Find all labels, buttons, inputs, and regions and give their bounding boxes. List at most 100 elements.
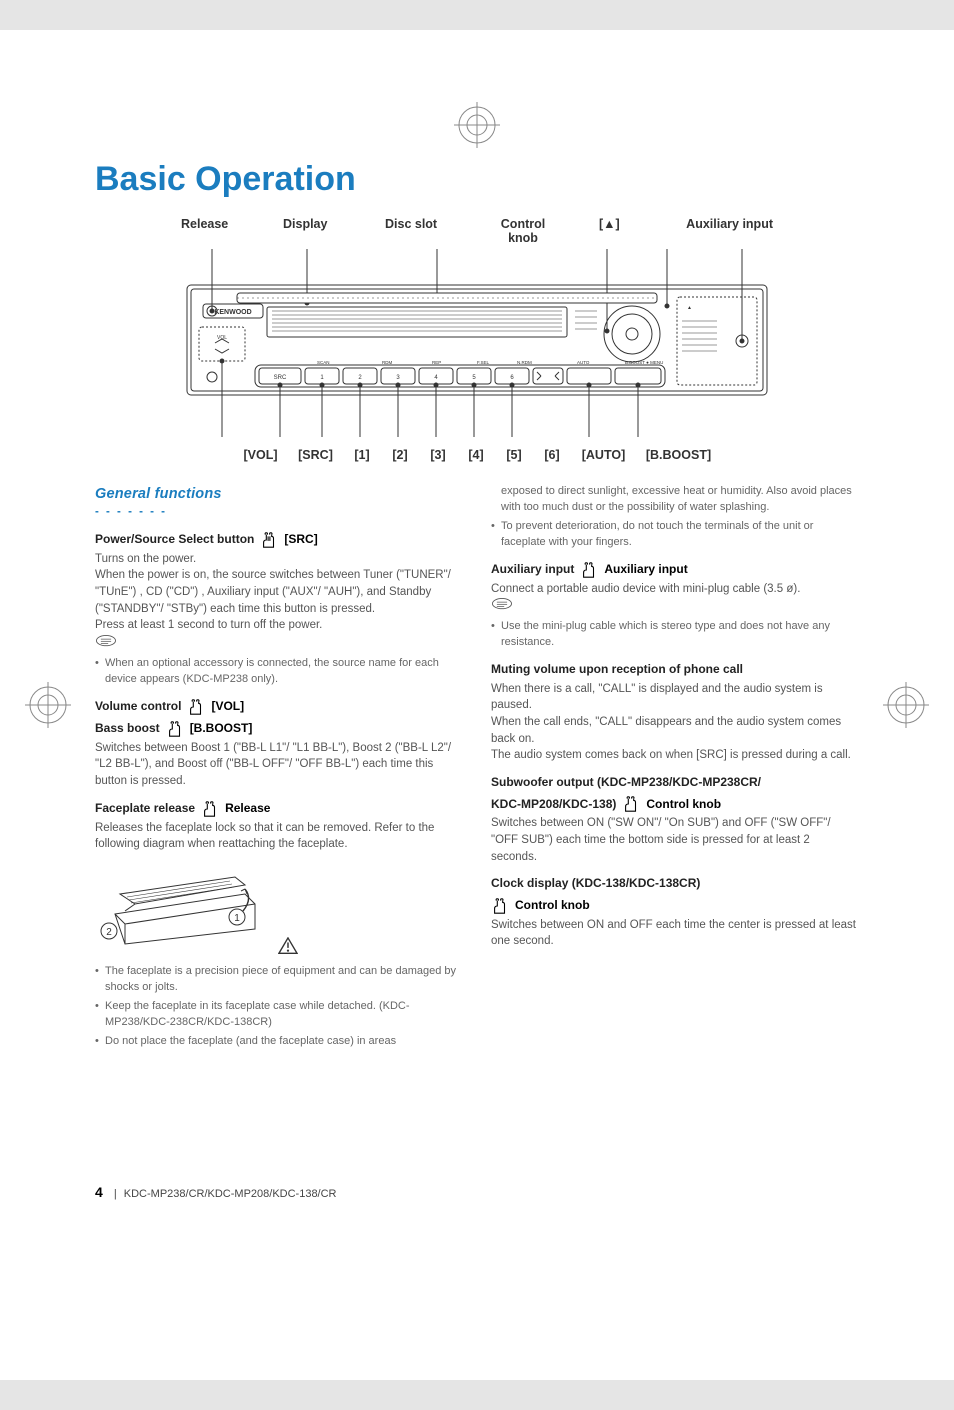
label-src: [SRC] [293,448,338,462]
svg-text:AUTO: AUTO [577,360,590,365]
note-item: The faceplate is a precision piece of eq… [95,964,463,996]
clock-body: Switches between ON and OFF each time th… [491,917,859,950]
power-line2: When the power is on, the source switche… [95,567,463,617]
section-underline: - - - - - - - [95,504,463,521]
sub-body: Switches between ON ("SW ON"/ "On SUB") … [491,815,859,865]
faceplate-heading: Faceplate release [95,800,195,817]
label-release: Release [177,217,237,245]
svg-text:SRC: SRC [274,375,287,381]
svg-text:RDM: RDM [382,360,392,365]
clock-heading: Clock display (KDC-138/KDC-138CR) [491,875,859,892]
warning-triangle-icon [278,937,298,955]
func-aux: Auxiliary input Auxiliary input Connect … [491,561,859,651]
label-2: [2] [386,448,414,462]
hand-press-icon [260,531,278,549]
aux-notes: Use the mini-plug cable which is stereo … [491,619,859,651]
svg-text:2: 2 [358,375,362,381]
note-item: Keep the faceplate in its faceplate case… [95,999,463,1031]
power-line3: Press at least 1 second to turn off the … [95,617,463,634]
faceplate-diagram: 1 2 [95,859,275,949]
aux-body: Connect a portable audio device with min… [491,581,859,598]
note-item: To prevent deterioration, do not touch t… [491,519,859,551]
crop-mark-icon [454,102,500,148]
hand-press-icon [201,800,219,818]
faceplate-ctl: Release [225,800,270,817]
label-6: [6] [538,448,566,462]
label-3: [3] [424,448,452,462]
radio-diagram: Release Display Disc slot Control knob [… [95,217,859,462]
func-bass: Bass boost [B.BOOST] Switches between Bo… [95,720,463,790]
func-faceplate: Faceplate release Release Releases the f… [95,800,463,1050]
svg-text:N.RDM: N.RDM [517,360,532,365]
note-item: When an optional accessory is connected,… [95,656,463,688]
warn-cont-list: To prevent deterioration, do not touch t… [491,519,859,551]
label-auto: [AUTO] [576,448,631,462]
right-column: exposed to direct sunlight, excessive he… [491,484,859,1050]
bass-body: Switches between Boost 1 ("BB-L L1"/ "L1… [95,740,463,790]
label-display: Display [279,217,339,245]
hand-press-icon [166,720,184,738]
svg-text:▲: ▲ [687,305,692,311]
page-footer: 4 | KDC-MP238/CR/KDC-MP208/KDC-138/CR [95,1184,337,1200]
section-general: General functions [95,484,463,505]
label-aux-input: Auxiliary input [667,217,777,245]
label-vol: [VOL] [238,448,283,462]
page-number: 4 [95,1184,103,1200]
power-line1: Turns on the power. [95,551,463,568]
hand-press-icon [580,561,598,579]
svg-text:REP: REP [432,360,441,365]
power-heading: Power/Source Select button [95,531,254,548]
bass-ctl: [B.BOOST] [190,720,253,737]
svg-text:SCAN: SCAN [317,360,330,365]
page: Basic Operation Release Display Disc slo… [0,30,954,1380]
label-5: [5] [500,448,528,462]
aux-heading: Auxiliary input [491,561,574,578]
func-power: Power/Source Select button [SRC] Turns o… [95,531,463,688]
label-4: [4] [462,448,490,462]
note-item: Do not place the faceplate (and the face… [95,1034,463,1050]
svg-text:6: 6 [510,375,514,381]
power-notes: When an optional accessory is connected,… [95,656,463,688]
sub-heading1: Subwoofer output (KDC-MP238/KDC-MP238CR/ [491,774,859,791]
sub-ctl: Control knob [646,796,721,813]
func-clock: Clock display (KDC-138/KDC-138CR) Contro… [491,875,859,950]
clock-ctl: Control knob [515,897,590,914]
power-ctl: [SRC] [284,531,317,548]
svg-text:1: 1 [234,913,240,924]
svg-text:3: 3 [396,375,400,381]
func-muting: Muting volume upon reception of phone ca… [491,661,859,764]
func-subwoofer: Subwoofer output (KDC-MP238/KDC-MP238CR/… [491,774,859,865]
svg-text:KENWOOD: KENWOOD [214,309,251,316]
footer-models: KDC-MP238/CR/KDC-MP208/KDC-138/CR [124,1188,337,1200]
crop-mark-icon [25,682,71,728]
svg-text:F.SEL: F.SEL [477,360,490,365]
hand-press-icon [491,897,509,915]
warn-cont-1: exposed to direct sunlight, excessive he… [491,484,859,516]
note-item: Use the mini-plug cable which is stereo … [491,619,859,651]
muting-line2: When the call ends, "CALL" disappears an… [491,714,859,747]
crop-mark-icon [883,682,929,728]
left-column: General functions - - - - - - - Power/So… [95,484,463,1050]
aux-ctl: Auxiliary input [604,561,687,578]
bass-heading: Bass boost [95,720,160,737]
muting-line3: The audio system comes back on when [SRC… [491,747,859,764]
label-disc-slot: Disc slot [381,217,451,245]
hand-press-icon [187,698,205,716]
svg-text:2: 2 [106,927,112,938]
hand-press-icon [622,795,640,813]
note-oval-icon [95,634,117,648]
svg-text:4: 4 [434,375,438,381]
svg-text:5: 5 [472,375,476,381]
func-volume: Volume control [VOL] [95,698,463,716]
svg-text:1: 1 [320,375,324,381]
muting-line1: When there is a call, "CALL" is displaye… [491,681,859,714]
faceplate-warnings: The faceplate is a precision piece of eq… [95,964,463,1050]
note-oval-icon [491,597,513,611]
sub-heading2: KDC-MP208/KDC-138) [491,796,616,813]
footer-divider: | [114,1188,117,1200]
label-control-knob: Control knob [493,217,553,245]
label-1: [1] [348,448,376,462]
svg-text:B.BOOST ● MENU: B.BOOST ● MENU [625,360,663,365]
label-eject: [▲] [595,217,625,245]
volume-heading: Volume control [95,698,181,715]
